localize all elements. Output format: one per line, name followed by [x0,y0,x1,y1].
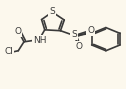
Text: Cl: Cl [4,47,13,56]
Text: O: O [14,27,21,36]
Text: S: S [71,30,77,39]
Text: O: O [87,26,94,35]
Text: O: O [76,42,83,51]
Text: NH: NH [33,36,46,45]
Text: S: S [49,7,55,16]
